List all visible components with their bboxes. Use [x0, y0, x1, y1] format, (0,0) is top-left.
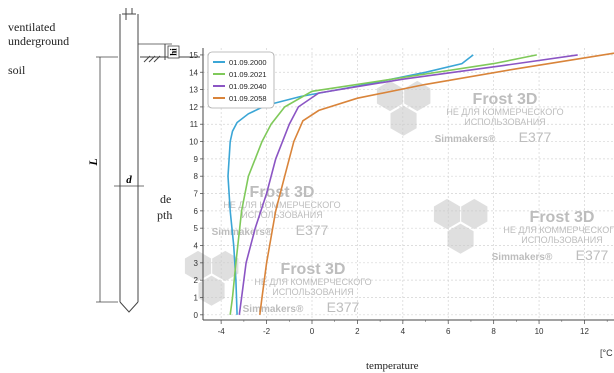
y-tick-label: 8 — [194, 172, 199, 181]
y-tick-label: 15 — [189, 51, 198, 60]
watermark-line2: ИСПОЛЬЗОВАНИЯ — [464, 117, 546, 127]
height-label-box — [167, 45, 180, 59]
watermark-hex — [461, 198, 488, 230]
x-tick-label: 0 — [310, 327, 315, 336]
watermark-hex — [198, 275, 225, 306]
legend-label: 01.09.2000 — [229, 58, 267, 67]
watermark-brand: Frost 3D — [473, 91, 538, 108]
label-ventilated: ventilated — [8, 20, 56, 34]
pile-tip — [119, 301, 139, 313]
y-tick-label: 12 — [189, 103, 198, 112]
watermark-code: E377 — [519, 129, 552, 145]
x-axis-label: temperature — [366, 360, 419, 372]
y-tick-label: 7 — [194, 190, 199, 199]
x-tick-label: -4 — [218, 327, 226, 336]
x-tick-label: 6 — [446, 327, 451, 336]
ground-hatch-1 — [143, 55, 151, 63]
chart-legend: 01.09.2000 01.09.2021 01.09.2040 01.09.2058 — [207, 51, 275, 109]
y-tick-label: 1 — [194, 293, 199, 302]
label-depth-2: pth — [157, 208, 173, 222]
watermark-code: E377 — [327, 299, 360, 315]
watermark-company: Simmakers® — [243, 304, 304, 315]
watermark-hex — [404, 80, 431, 112]
chart-series — [227, 52, 614, 315]
y-tick-label: 10 — [189, 138, 198, 147]
watermark-company: Simmakers® — [212, 227, 273, 238]
height-label: hi — [169, 48, 179, 56]
x-tick-label: 10 — [535, 327, 544, 336]
watermark-line2: ИСПОЛЬЗОВАНИЯ — [272, 287, 354, 297]
label-soil: soil — [8, 63, 26, 77]
watermark-hex — [447, 223, 474, 254]
y-tick-label: 3 — [194, 259, 199, 268]
watermark-logo — [184, 250, 239, 306]
y-tick-label: 6 — [194, 207, 199, 216]
watermark-line1: НЕ ДЛЯ КОММЕРЧЕСКОГО — [503, 225, 614, 235]
x-unit-label: [°C — [600, 348, 613, 358]
y-tick-label: 11 — [190, 120, 199, 129]
x-tick-label: 8 — [491, 327, 496, 336]
watermark-logo — [433, 198, 488, 254]
label-depth-1: de — [160, 192, 172, 206]
ground-hatch-2 — [148, 55, 156, 63]
ground-hatch-3 — [153, 55, 161, 63]
series-line-01-09-2058 — [259, 52, 614, 315]
y-tick-label: 2 — [194, 276, 199, 285]
watermark-hex — [433, 198, 461, 230]
y-tick-label: 14 — [189, 68, 198, 77]
watermark-line1: НЕ ДЛЯ КОММЕРЧЕСКОГО — [254, 277, 371, 287]
watermark-hex — [390, 105, 417, 136]
y-tick-label: 0 — [194, 311, 199, 320]
watermark-brand: Frost 3D — [281, 261, 346, 278]
series-line-01-09-2040 — [238, 54, 578, 315]
x-tick-label: 12 — [580, 327, 589, 336]
length-label: L — [86, 158, 100, 166]
watermark-hex — [376, 80, 404, 112]
y-tick-label: 5 — [194, 224, 199, 233]
diameter-label: d — [126, 174, 132, 186]
label-underground: underground — [8, 34, 70, 48]
series-line-01-09-2021 — [229, 54, 537, 315]
legend-label: 01.09.2021 — [229, 70, 267, 79]
watermark-code: E377 — [576, 247, 609, 263]
y-tick-label: 4 — [194, 242, 199, 251]
x-tick-label: 2 — [355, 327, 360, 336]
pile-diagram: hi L d — [86, 8, 200, 313]
y-tick-label: 9 — [194, 155, 199, 164]
watermark-line1: НЕ ДЛЯ КОММЕРЧЕСКОГО — [223, 200, 340, 210]
watermark-company: Simmakers® — [492, 252, 553, 263]
watermark-logo — [376, 80, 431, 136]
watermark-line2: ИСПОЛЬЗОВАНИЯ — [521, 235, 603, 245]
watermark-line2: ИСПОЛЬЗОВАНИЯ — [241, 210, 323, 220]
x-tick-label: -2 — [263, 327, 271, 336]
watermark-company: Simmakers® — [435, 134, 496, 145]
y-tick-label: 13 — [189, 86, 198, 95]
x-tick-label: 4 — [401, 327, 406, 336]
legend-box — [207, 51, 275, 109]
legend-label: 01.09.2058 — [229, 94, 267, 103]
legend-label: 01.09.2040 — [229, 82, 267, 91]
watermark-hex — [212, 250, 239, 282]
watermark-line1: НЕ ДЛЯ КОММЕРЧЕСКОГО — [446, 107, 563, 117]
watermark-hex — [184, 250, 212, 282]
watermark-brand: Frost 3D — [530, 209, 595, 226]
watermark-code: E377 — [296, 222, 329, 238]
